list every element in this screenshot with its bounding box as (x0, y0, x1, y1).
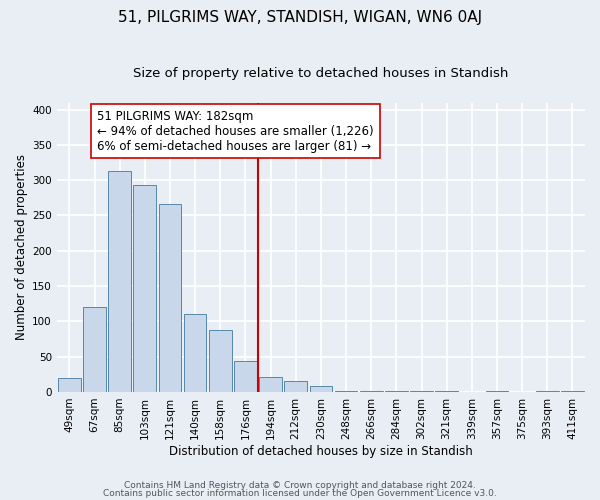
Bar (561, 390, 584, 392)
Bar (158, 204, 181, 392)
Bar (234, 361, 257, 392)
Bar (335, 390, 358, 392)
Text: Contains public sector information licensed under the Open Government Licence v3: Contains public sector information licen… (103, 488, 497, 498)
Y-axis label: Number of detached properties: Number of detached properties (15, 154, 28, 340)
Bar (209, 330, 232, 392)
Bar (310, 386, 332, 392)
Title: Size of property relative to detached houses in Standish: Size of property relative to detached ho… (133, 68, 509, 80)
Text: 51, PILGRIMS WAY, STANDISH, WIGAN, WN6 0AJ: 51, PILGRIMS WAY, STANDISH, WIGAN, WN6 0… (118, 10, 482, 25)
Bar (58, 378, 80, 392)
Bar (83, 306, 106, 392)
Bar (133, 185, 156, 392)
Bar (184, 314, 206, 392)
Text: 51 PILGRIMS WAY: 182sqm
← 94% of detached houses are smaller (1,226)
6% of semi-: 51 PILGRIMS WAY: 182sqm ← 94% of detache… (97, 110, 374, 152)
Bar (259, 377, 282, 392)
Bar (410, 390, 433, 392)
Bar (360, 390, 383, 392)
X-axis label: Distribution of detached houses by size in Standish: Distribution of detached houses by size … (169, 444, 473, 458)
Text: Contains HM Land Registry data © Crown copyright and database right 2024.: Contains HM Land Registry data © Crown c… (124, 481, 476, 490)
Bar (109, 171, 131, 392)
Bar (284, 380, 307, 392)
